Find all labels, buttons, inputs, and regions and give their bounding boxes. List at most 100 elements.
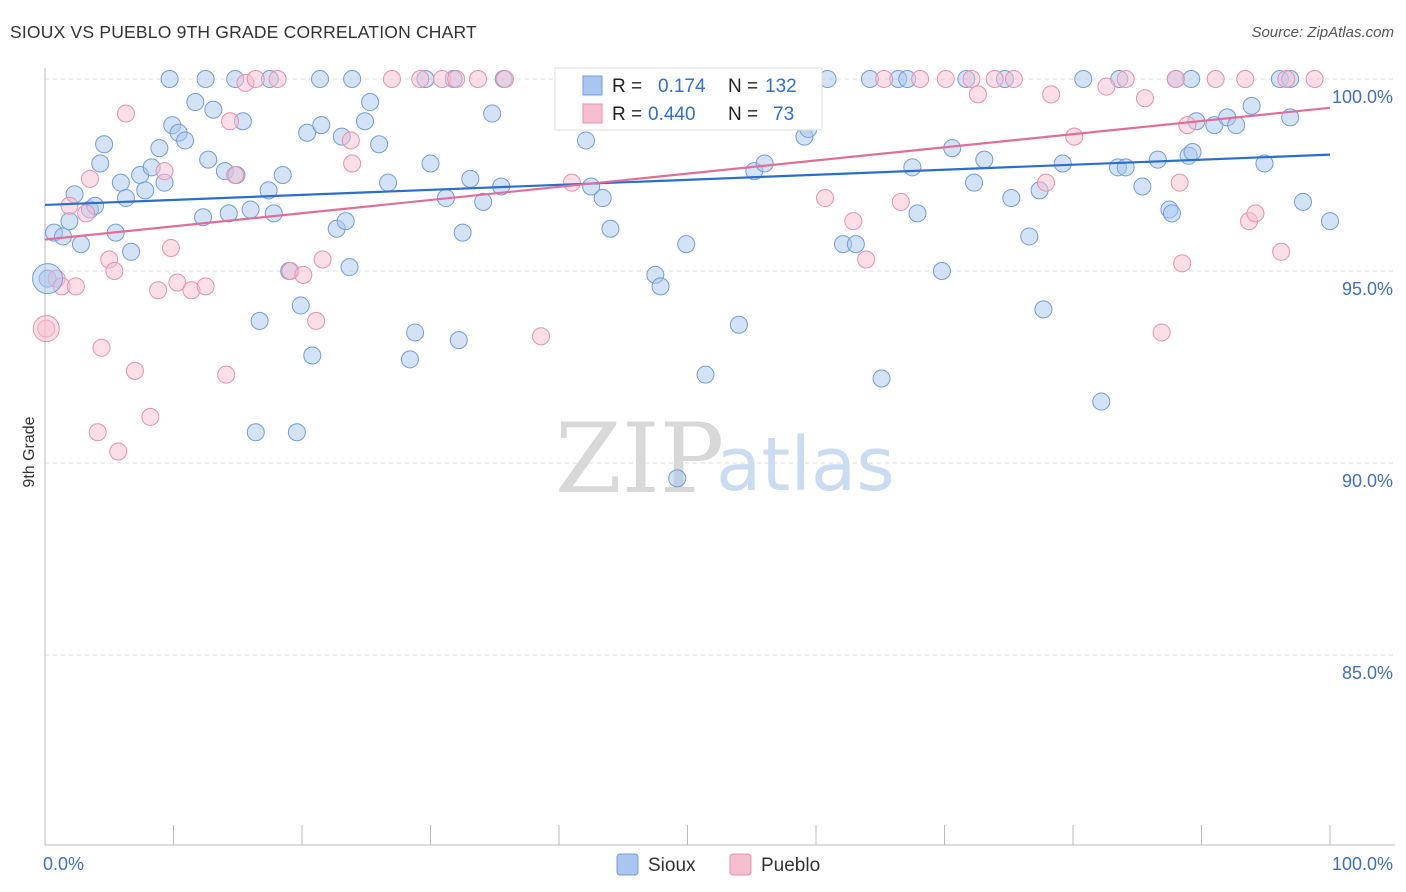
point-sioux — [95, 135, 114, 154]
point-pueblo — [562, 173, 581, 192]
point-sioux — [1020, 227, 1039, 246]
point-pueblo — [496, 70, 515, 88]
point-pueblo — [341, 131, 360, 150]
point-sioux — [312, 116, 331, 135]
bottom-legend-label-pueblo: Pueblo — [761, 855, 820, 876]
point-sioux — [908, 204, 927, 223]
series-legend: Sioux Pueblo — [616, 853, 820, 876]
point-pueblo — [80, 169, 99, 188]
point-pueblo — [1206, 70, 1225, 88]
y-axis-label: 9th Grade — [21, 416, 38, 487]
point-sioux — [1074, 70, 1093, 88]
point-sioux — [298, 123, 317, 142]
watermark-zip: ZIP — [555, 403, 724, 515]
point-pueblo — [968, 85, 987, 104]
point-pueblo — [196, 277, 215, 296]
point-sioux — [160, 70, 179, 88]
point-sioux — [461, 169, 480, 188]
legend-n-value-sioux: 132 — [765, 76, 797, 97]
point-sioux — [1255, 154, 1274, 173]
point-pueblo — [411, 70, 430, 88]
point-pueblo — [1152, 323, 1171, 342]
point-pueblo — [875, 70, 894, 88]
point-sioux — [903, 158, 922, 177]
x-tick-label: 0.0% — [43, 854, 84, 874]
point-sioux — [303, 346, 322, 365]
legend-n-value-pueblo: 73 — [773, 104, 794, 125]
point-sioux — [204, 100, 223, 119]
watermark-atlas: atlas — [716, 422, 895, 508]
point-sioux — [1148, 150, 1167, 169]
point-sioux — [1321, 212, 1339, 231]
point-pueblo — [1037, 173, 1056, 192]
bottom-legend-label-sioux: Sioux — [648, 855, 696, 876]
x-tick-label: 100.0% — [1332, 854, 1393, 874]
point-sioux — [846, 235, 865, 254]
point-sioux — [176, 131, 195, 150]
point-sioux — [111, 173, 130, 192]
point-sioux — [593, 189, 612, 208]
point-sioux — [696, 365, 715, 384]
point-sioux — [651, 277, 670, 296]
point-pueblo — [343, 154, 362, 173]
point-pueblo — [1173, 254, 1192, 273]
point-sioux — [199, 150, 218, 169]
legend-r-value-sioux: 0.174 — [658, 76, 706, 97]
bottom-legend-swatch-sioux — [616, 853, 639, 876]
point-sioux — [1183, 142, 1202, 161]
legend-n-label-sioux: N = — [728, 76, 758, 97]
trend-line-pueblo — [44, 106, 1331, 241]
point-sioux — [1133, 177, 1152, 196]
point-pueblo — [1272, 242, 1291, 261]
point-pueblo — [1166, 70, 1185, 88]
point-sioux — [343, 70, 362, 88]
point-pueblo — [1305, 70, 1324, 88]
point-pueblo — [844, 212, 863, 231]
point-pueblo — [469, 70, 488, 88]
chart-title: SIOUX VS PUEBLO 9TH GRADE CORRELATION CH… — [10, 22, 477, 42]
point-sioux — [453, 223, 472, 242]
legend-swatch-sioux — [582, 75, 603, 96]
legend-swatch-pueblo — [582, 103, 603, 124]
point-sioux — [379, 173, 398, 192]
point-pueblo — [1135, 89, 1154, 108]
point-pueblo — [1042, 85, 1061, 104]
point-pueblo — [141, 407, 160, 426]
point-pueblo — [532, 327, 551, 346]
point-pueblo-cluster — [32, 315, 60, 343]
point-pueblo — [60, 196, 79, 215]
point-pueblo — [109, 442, 128, 461]
point-pueblo — [268, 70, 287, 88]
point-pueblo — [1097, 77, 1116, 96]
point-sioux — [336, 212, 355, 231]
legend-r-label-pueblo: R = — [612, 104, 642, 125]
watermark: ZIP atlas — [555, 403, 895, 515]
point-pueblo — [1065, 127, 1084, 146]
point-pueblo — [857, 250, 876, 269]
point-sioux — [1053, 154, 1072, 173]
point-pueblo — [936, 70, 955, 88]
point-pueblo — [294, 265, 313, 284]
trend-lines — [44, 106, 1331, 241]
point-pueblo — [911, 70, 930, 88]
point-pueblo — [246, 70, 265, 88]
point-sioux — [241, 200, 260, 219]
point-pueblo — [77, 204, 96, 223]
legend-n-label-pueblo: N = — [728, 104, 758, 125]
point-sioux — [116, 189, 135, 208]
point-sioux — [1242, 96, 1261, 115]
point-sioux — [136, 181, 155, 200]
point-sioux — [601, 219, 620, 238]
point-sioux — [196, 70, 215, 88]
point-pueblo — [962, 70, 981, 88]
point-pueblo — [1277, 70, 1296, 88]
point-sioux — [483, 104, 502, 123]
tick-labels: 100.0% 95.0% 90.0% 85.0% 0.0% 100.0% — [43, 87, 1393, 874]
source-credit: Source: ZipAtlas.com — [1251, 24, 1394, 41]
point-sioux — [932, 262, 951, 280]
point-sioux — [400, 350, 419, 369]
legend-r-value-pueblo: 0.440 — [648, 104, 696, 125]
y-tick-label: 90.0% — [1342, 471, 1393, 491]
point-sioux — [965, 173, 984, 192]
point-sioux — [975, 150, 994, 169]
